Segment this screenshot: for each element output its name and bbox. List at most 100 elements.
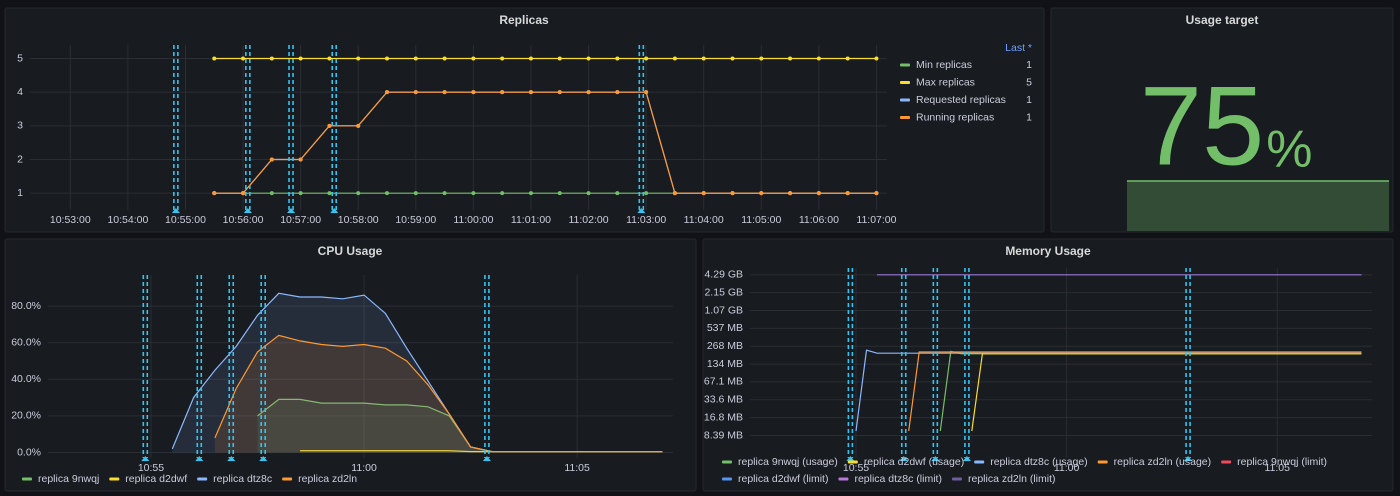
data-point [817,56,821,60]
data-point [212,191,216,195]
y-tick-label: 4.29 GB [704,269,743,281]
x-tick-label: 10:54:00 [107,214,148,226]
legend-swatch [282,478,292,481]
data-point [385,191,389,195]
x-tick-label: 11:00:00 [453,214,493,226]
legend-swatch [722,478,732,481]
data-point [644,56,648,60]
data-point [443,56,447,60]
y-tick-label: 67.1 MB [704,376,743,388]
legend-swatch [848,461,858,464]
legend-swatch [838,478,848,481]
data-point [587,90,591,94]
data-point [443,90,447,94]
y-tick-label: 40.0% [11,373,41,385]
data-point [558,90,562,94]
y-tick-label: 5 [17,52,23,64]
data-point [702,191,706,195]
y-tick-label: 33.6 MB [704,394,743,406]
legend-swatch [900,81,910,84]
x-tick-label: 11:07:00 [856,214,896,226]
stat-value: 75 [1140,64,1265,189]
data-point [730,56,734,60]
panel-title: CPU Usage [318,244,383,258]
legend-swatch [952,478,962,481]
legend-label: replica 9nwqj (usage) [738,456,838,468]
data-point [212,56,216,60]
data-point [730,191,734,195]
legend-value: 1 [1026,59,1032,71]
data-point [529,191,533,195]
x-tick-label: 10:57:00 [280,214,321,226]
x-tick-label: 11:05 [564,462,590,474]
legend-label: replica zd2ln [298,473,357,485]
y-tick-label: 20.0% [11,410,41,422]
legend-swatch [900,99,910,102]
y-tick-label: 537 MB [707,322,743,334]
legend-swatch [1221,461,1231,464]
y-tick-label: 134 MB [707,358,743,370]
data-point [874,56,878,60]
y-tick-label: 80.0% [11,300,41,312]
y-tick-label: 16.8 MB [704,411,743,423]
legend-label: Max replicas [916,76,975,88]
data-point [270,56,274,60]
legend-swatch [197,478,207,481]
data-point [702,56,706,60]
legend-value: 5 [1026,76,1032,88]
data-point [241,191,245,195]
legend-swatch [900,64,910,67]
y-tick-label: 60.0% [11,336,41,348]
legend-label: replica d2dwf [125,473,187,485]
x-tick-label: 11:03:00 [626,214,666,226]
data-point [327,56,331,60]
legend-swatch [900,116,910,119]
data-point [471,56,475,60]
legend-label: replica dtz8c (limit) [854,473,942,485]
legend-swatch [109,478,119,481]
data-point [299,157,303,161]
data-point [327,191,331,195]
legend-label: replica zd2ln (limit) [968,473,1056,485]
data-point [414,191,418,195]
data-point [846,191,850,195]
data-point [414,90,418,94]
data-point [846,56,850,60]
panel-title: Replicas [499,13,549,27]
x-tick-label: 11:01:00 [511,214,551,226]
data-point [443,191,447,195]
data-point [615,90,619,94]
legend-label: Requested replicas [916,94,1006,106]
y-tick-label: 0.0% [17,446,41,458]
data-point [529,90,533,94]
data-point [241,56,245,60]
legend-label: Running replicas [916,111,994,123]
data-point [529,56,533,60]
x-tick-label: 10:59:00 [395,214,436,226]
legend-label: replica d2dwf (usage) [864,456,964,468]
data-point [385,56,389,60]
data-point [587,56,591,60]
panel [5,8,1044,232]
y-tick-label: 1.07 GB [704,304,743,316]
data-point [644,90,648,94]
legend-value: 1 [1026,111,1032,123]
x-tick-label: 11:06:00 [799,214,839,226]
legend-header: Last * [1005,42,1032,54]
legend-label: replica dtz8c (usage) [990,456,1087,468]
data-point [615,191,619,195]
stat-unit: % [1266,121,1312,179]
legend-swatch [722,461,732,464]
y-tick-label: 268 MB [707,340,743,352]
legend-label: replica d2dwf (limit) [738,473,828,485]
x-tick-label: 10:58:00 [338,214,379,226]
data-point [500,56,504,60]
data-point [356,191,360,195]
data-point [414,56,418,60]
legend-label: replica dtz8c [213,473,272,485]
x-tick-label: 10:53:00 [50,214,91,226]
data-point [673,56,677,60]
y-tick-label: 1 [17,187,23,199]
legend-swatch [974,461,984,464]
